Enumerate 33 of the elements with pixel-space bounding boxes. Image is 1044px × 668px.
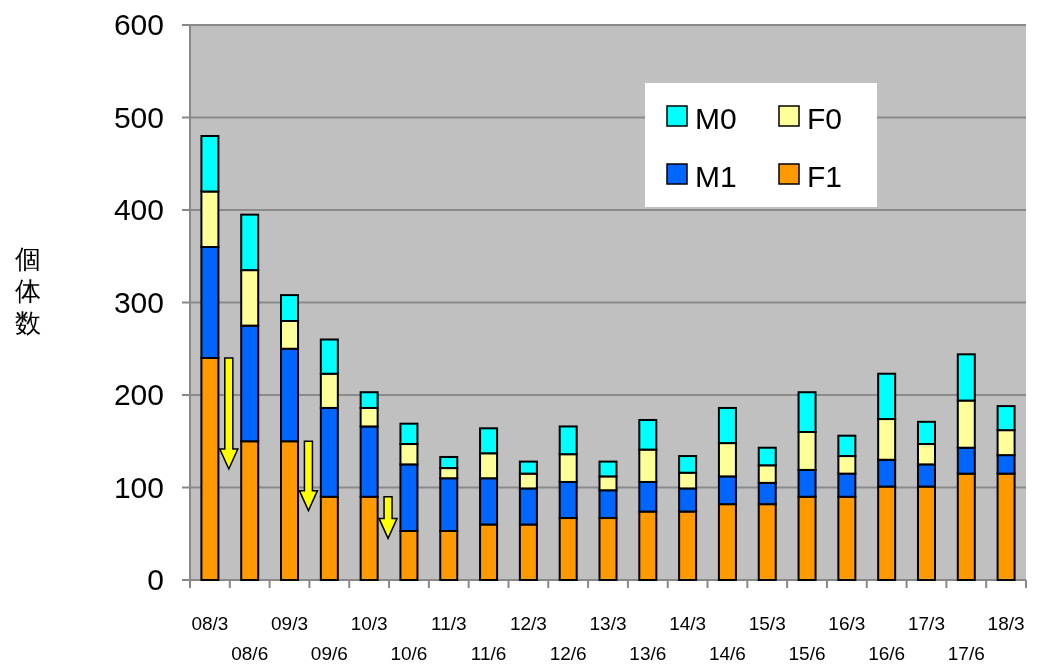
y-tick-label: 500 — [113, 100, 164, 134]
x-tick-label: 10/3 — [350, 613, 388, 634]
x-tick-label: 12/3 — [509, 613, 547, 634]
x-tick-label: 12/6 — [549, 643, 587, 664]
x-tick-label: 11/3 — [430, 613, 467, 634]
y-tick-label: 600 — [113, 8, 164, 41]
y-tick-label: 400 — [113, 193, 164, 226]
x-tick-label: 10/6 — [390, 643, 428, 664]
x-tick-label: 08/6 — [231, 643, 269, 664]
legend-label: F1 — [807, 160, 843, 193]
y-axis-title: 個体数 — [15, 244, 41, 338]
x-tick-label: 16/3 — [828, 613, 866, 634]
x-tick-label: 13/3 — [589, 613, 627, 634]
x-tick-label: 08/3 — [191, 613, 229, 634]
legend-label: M1 — [695, 160, 737, 193]
y-tick-label: 200 — [113, 378, 164, 411]
x-tick-label: 16/6 — [868, 643, 906, 664]
x-tick-label: 17/6 — [947, 643, 985, 664]
legend-label: F0 — [807, 102, 843, 135]
x-tick-label: 09/3 — [271, 613, 309, 634]
y-tick-label: 0 — [147, 563, 164, 596]
x-tick-label: 13/6 — [629, 643, 667, 664]
x-tick-label: 18/3 — [987, 613, 1025, 634]
legend-label: M0 — [695, 102, 737, 135]
x-tick-label: 14/6 — [708, 643, 746, 664]
y-tick-label: 100 — [113, 470, 164, 504]
x-tick-label: 11/6 — [470, 643, 507, 664]
x-tick-label: 17/3 — [907, 613, 945, 634]
y-tick-label: 300 — [113, 285, 164, 319]
x-tick-label: 09/6 — [310, 643, 348, 664]
x-tick-label: 15/6 — [788, 643, 826, 664]
x-tick-label: 15/3 — [748, 613, 786, 634]
x-tick-label: 14/3 — [669, 613, 707, 634]
